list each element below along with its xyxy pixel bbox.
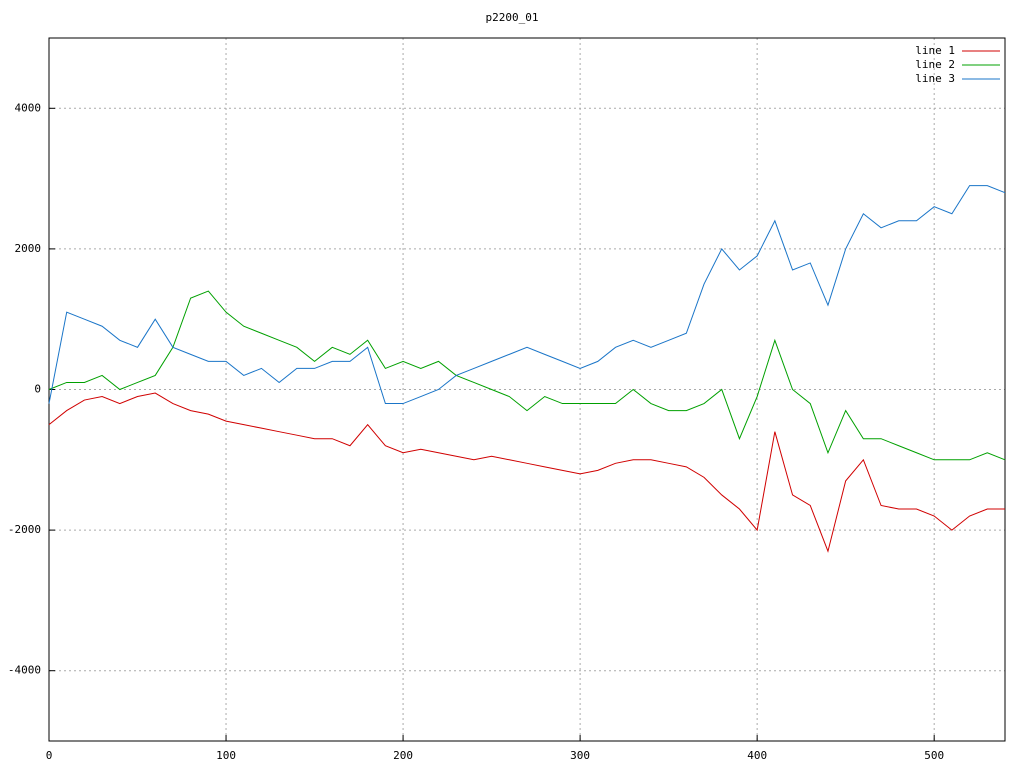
y-tick-label: -2000 bbox=[8, 523, 41, 536]
plot-frame bbox=[48, 37, 1006, 742]
x-tick-label: 500 bbox=[924, 749, 944, 762]
chart-title: p2200_01 bbox=[486, 11, 539, 24]
y-tick-label: 0 bbox=[34, 383, 41, 396]
x-tick-label: 400 bbox=[747, 749, 767, 762]
legend-label: line 3 bbox=[915, 72, 955, 85]
legend-label: line 2 bbox=[915, 58, 955, 71]
series-line bbox=[48, 185, 1006, 405]
series-line bbox=[48, 290, 1006, 461]
x-tick-label: 300 bbox=[570, 749, 590, 762]
legend-label: line 1 bbox=[915, 44, 955, 57]
x-tick-label: 200 bbox=[393, 749, 413, 762]
series-line bbox=[48, 392, 1005, 553]
x-tick-label: 100 bbox=[216, 749, 236, 762]
y-tick-label: -4000 bbox=[8, 664, 41, 677]
y-tick-label: 4000 bbox=[15, 101, 42, 114]
y-tick-label: 2000 bbox=[15, 242, 42, 255]
x-tick-label: 0 bbox=[46, 749, 53, 762]
